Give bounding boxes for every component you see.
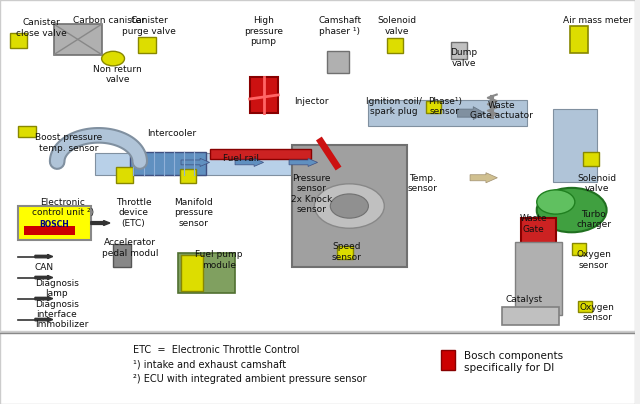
Text: Waste
Gate: Waste Gate xyxy=(520,214,547,234)
Text: High
pressure
pump: High pressure pump xyxy=(244,16,283,46)
Text: Injector: Injector xyxy=(294,97,328,106)
Bar xyxy=(180,169,196,183)
Circle shape xyxy=(102,51,125,66)
Text: Canister
purge valve: Canister purge valve xyxy=(122,16,176,36)
FancyArrow shape xyxy=(35,318,52,322)
Text: ¹) intake and exhaust camshaft: ¹) intake and exhaust camshaft xyxy=(133,360,287,370)
Text: Electronic
control unit ²): Electronic control unit ²) xyxy=(32,198,94,217)
Bar xyxy=(18,126,36,137)
FancyArrow shape xyxy=(35,276,52,280)
Text: Non return
valve: Non return valve xyxy=(93,65,142,84)
Text: ETC  =  Electronic Throttle Control: ETC = Electronic Throttle Control xyxy=(133,345,300,356)
Text: Dump
valve: Dump valve xyxy=(450,48,477,68)
FancyArrow shape xyxy=(470,173,497,183)
Bar xyxy=(337,246,353,259)
Bar xyxy=(116,167,132,183)
Circle shape xyxy=(537,188,607,232)
Text: Turbo
charger: Turbo charger xyxy=(577,210,611,229)
Text: Oxygen
sensor: Oxygen sensor xyxy=(580,303,614,322)
FancyArrow shape xyxy=(181,158,210,166)
Bar xyxy=(54,24,102,55)
Bar xyxy=(10,33,28,48)
Bar xyxy=(426,101,442,113)
Text: Solenoid
valve: Solenoid valve xyxy=(577,174,617,193)
Text: Pressure
sensor
2x Knock
sensor: Pressure sensor 2x Knock sensor xyxy=(291,174,332,214)
Bar xyxy=(0,332,635,404)
Text: Intercooler: Intercooler xyxy=(147,129,196,138)
Text: Throttle
device
(ETC): Throttle device (ETC) xyxy=(116,198,151,228)
Bar xyxy=(583,152,599,166)
Text: Accelerator
pedal modul: Accelerator pedal modul xyxy=(102,238,159,258)
FancyArrow shape xyxy=(235,158,264,166)
Bar xyxy=(24,226,75,235)
Text: Fuel pump
module: Fuel pump module xyxy=(195,250,243,270)
Text: Phase¹)
sensor: Phase¹) sensor xyxy=(428,97,461,116)
Bar xyxy=(552,109,597,182)
Bar xyxy=(0,0,635,331)
Bar xyxy=(327,50,349,73)
Text: Catalyst: Catalyst xyxy=(506,295,543,304)
Bar xyxy=(572,243,586,255)
Circle shape xyxy=(330,194,369,218)
Text: Air mass meter: Air mass meter xyxy=(563,16,632,25)
Text: Oxygen
sensor: Oxygen sensor xyxy=(577,250,611,270)
Text: Waste
Gate actuator: Waste Gate actuator xyxy=(470,101,533,120)
Bar xyxy=(387,38,403,53)
Bar xyxy=(521,218,556,259)
Circle shape xyxy=(314,184,384,228)
Text: Fuel rail: Fuel rail xyxy=(223,154,259,162)
FancyArrow shape xyxy=(91,221,110,225)
FancyArrow shape xyxy=(289,158,317,166)
Text: Immobilizer: Immobilizer xyxy=(35,320,88,329)
Bar xyxy=(250,77,278,113)
FancyArrow shape xyxy=(35,255,52,259)
Bar xyxy=(138,37,156,53)
Text: Speed
sensor: Speed sensor xyxy=(332,242,361,262)
Text: Diagnosis
lamp: Diagnosis lamp xyxy=(35,279,79,298)
Bar xyxy=(210,149,311,159)
Bar xyxy=(181,255,204,291)
Text: ²) ECU with integrated ambient pressure sensor: ²) ECU with integrated ambient pressure … xyxy=(133,374,367,384)
FancyArrow shape xyxy=(369,100,527,126)
Bar xyxy=(515,242,562,315)
Text: CAN: CAN xyxy=(35,263,54,271)
Text: BOSCH: BOSCH xyxy=(39,220,69,229)
Text: Boost pressure
temp. sensor: Boost pressure temp. sensor xyxy=(35,133,102,153)
Bar xyxy=(442,350,456,370)
Bar xyxy=(578,301,592,312)
Bar xyxy=(130,152,207,175)
Text: Solenoid
valve: Solenoid valve xyxy=(378,16,417,36)
Text: Manifold
pressure
sensor: Manifold pressure sensor xyxy=(174,198,213,228)
Bar xyxy=(292,145,406,267)
Text: Carbon canister: Carbon canister xyxy=(73,16,145,25)
Text: Canister
close valve: Canister close valve xyxy=(16,18,67,38)
Bar xyxy=(570,26,588,53)
Bar xyxy=(113,244,131,267)
Circle shape xyxy=(537,190,575,214)
Bar xyxy=(502,307,559,325)
Bar xyxy=(18,206,91,240)
Bar xyxy=(178,252,235,293)
Bar xyxy=(451,42,467,59)
Text: Diagnosis
interface: Diagnosis interface xyxy=(35,300,79,319)
Text: Bosch components
specifically for DI: Bosch components specifically for DI xyxy=(464,351,563,373)
Text: Camshaft
phaser ¹): Camshaft phaser ¹) xyxy=(318,16,362,36)
FancyArrow shape xyxy=(95,153,349,175)
Text: Temp.
sensor: Temp. sensor xyxy=(408,174,437,193)
Text: Ignition coil/
spark plug: Ignition coil/ spark plug xyxy=(366,97,422,116)
FancyArrow shape xyxy=(35,297,52,301)
FancyArrow shape xyxy=(458,107,484,120)
